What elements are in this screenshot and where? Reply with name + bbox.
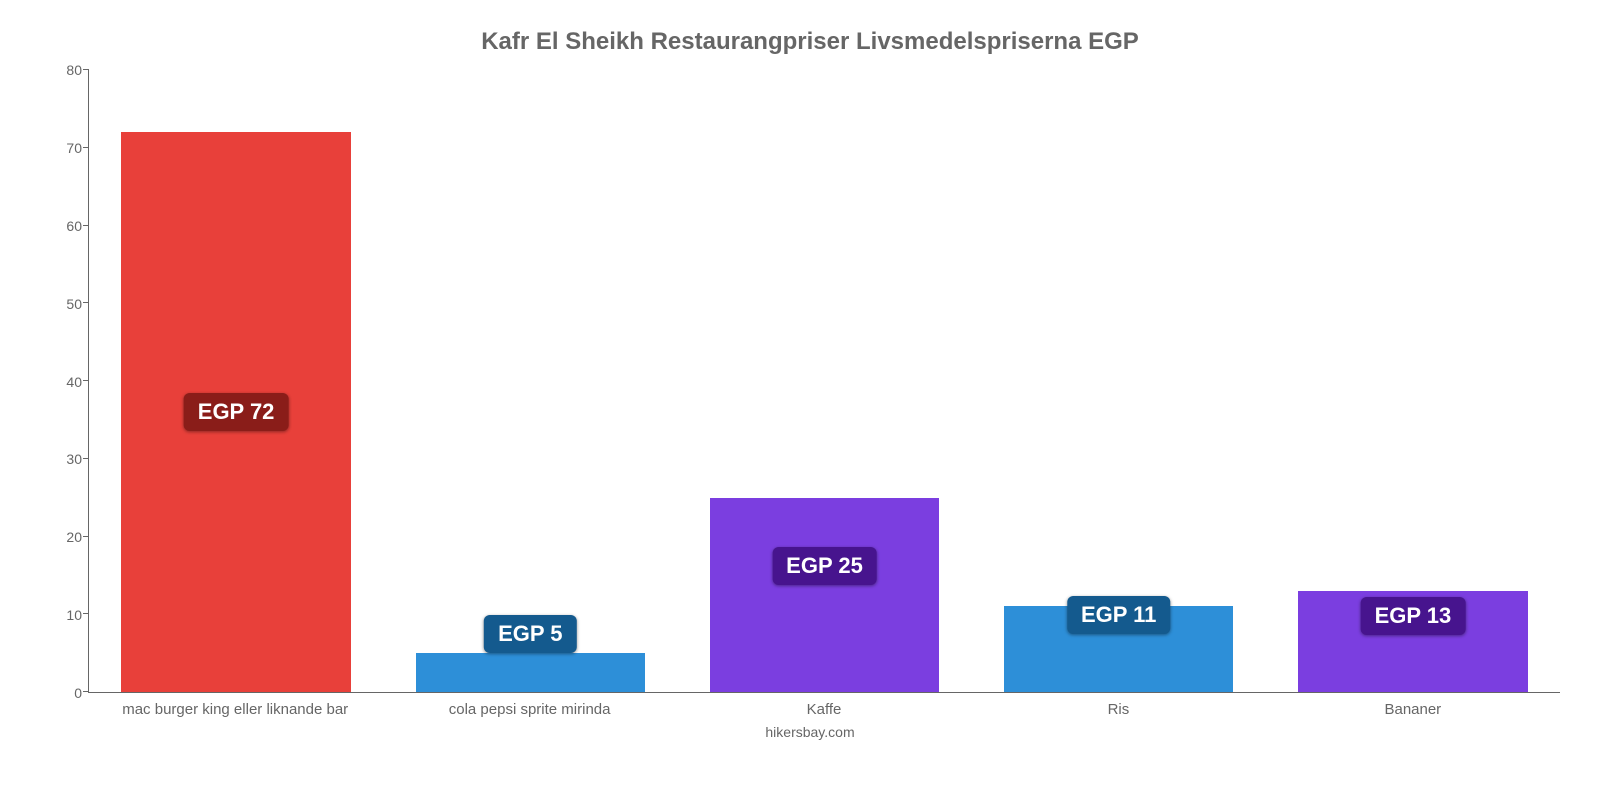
bar: EGP 11	[1004, 606, 1233, 692]
y-tick-label: 70	[66, 140, 82, 156]
bar-slot: EGP 13	[1266, 70, 1560, 692]
y-tick-label: 80	[66, 62, 82, 78]
y-tick-label: 0	[74, 685, 82, 701]
bar-slot: EGP 25	[677, 70, 971, 692]
x-category-label: mac burger king eller liknande bar	[88, 693, 382, 718]
y-tick-label: 10	[66, 607, 82, 623]
value-badge: EGP 5	[484, 615, 576, 653]
y-tick-label: 50	[66, 296, 82, 312]
plot-row: 01020304050607080 EGP 72EGP 5EGP 25EGP 1…	[60, 70, 1560, 693]
y-tick-label: 20	[66, 529, 82, 545]
bar: EGP 5	[416, 653, 645, 692]
y-tick-mark	[83, 380, 89, 381]
bar-slot: EGP 5	[383, 70, 677, 692]
x-category-label: cola pepsi sprite mirinda	[382, 693, 676, 718]
y-tick-mark	[83, 613, 89, 614]
bar-slot: EGP 11	[972, 70, 1266, 692]
y-tick-mark	[83, 458, 89, 459]
y-tick-mark	[83, 536, 89, 537]
chart-credit: hikersbay.com	[60, 724, 1560, 740]
value-badge: EGP 25	[772, 547, 877, 585]
value-badge: EGP 13	[1361, 597, 1466, 635]
x-category-label: Ris	[971, 693, 1265, 718]
price-bar-chart: Kafr El Sheikh Restaurangpriser Livsmede…	[0, 0, 1600, 800]
y-tick-label: 60	[66, 218, 82, 234]
y-tick-label: 40	[66, 374, 82, 390]
bar-slot: EGP 72	[89, 70, 383, 692]
y-tick-mark	[83, 691, 89, 692]
y-axis: 01020304050607080	[60, 70, 88, 693]
value-badge: EGP 11	[1067, 596, 1170, 634]
y-tick-mark	[83, 147, 89, 148]
bar: EGP 25	[710, 498, 939, 692]
chart-title: Kafr El Sheikh Restaurangpriser Livsmede…	[60, 28, 1560, 56]
plot-area: EGP 72 EGP 5 EGP 25 EGP 11 EGP 13	[88, 70, 1560, 693]
x-category-label: Kaffe	[677, 693, 971, 718]
y-tick-mark	[83, 302, 89, 303]
bars-container: EGP 72 EGP 5 EGP 25 EGP 11 EGP 13	[89, 70, 1560, 692]
y-tick-mark	[83, 225, 89, 226]
y-tick-label: 30	[66, 451, 82, 467]
bar: EGP 13	[1298, 591, 1527, 692]
x-axis: mac burger king eller liknande barcola p…	[88, 693, 1560, 718]
x-category-label: Bananer	[1266, 693, 1560, 718]
y-tick-mark	[83, 69, 89, 70]
bar: EGP 72	[121, 132, 350, 692]
value-badge: EGP 72	[184, 393, 289, 431]
